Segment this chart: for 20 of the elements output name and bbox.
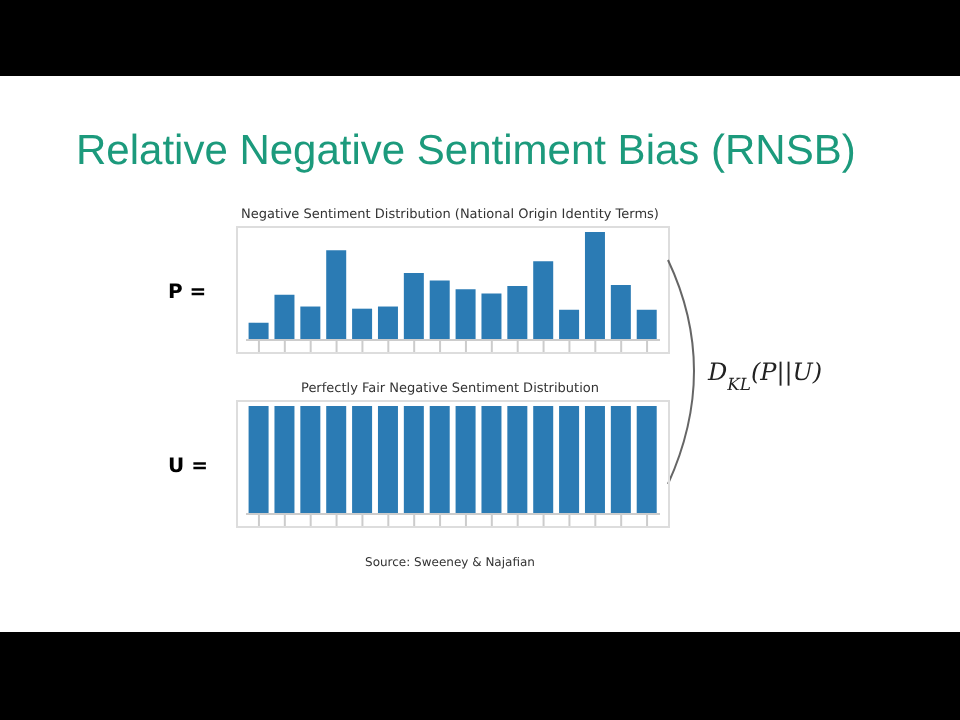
text: D$_{KL}$(P||U) <box>706 358 823 394</box>
bar <box>274 294 295 340</box>
chart-title: Relative Negative Sentiment Bias (RNSB) <box>76 128 856 176</box>
bar <box>248 322 269 340</box>
text: P = <box>168 282 207 304</box>
bar <box>636 309 657 340</box>
bar <box>403 273 424 340</box>
bar <box>377 306 398 340</box>
bar <box>533 261 554 340</box>
bar <box>300 306 321 340</box>
bar <box>352 308 373 340</box>
bar <box>507 286 528 340</box>
bar <box>610 284 631 340</box>
bar <box>429 280 450 340</box>
text: U = <box>168 456 208 478</box>
bar <box>455 289 476 340</box>
bar <box>481 293 502 340</box>
bar <box>584 232 605 340</box>
bar <box>326 250 347 340</box>
bar <box>559 309 580 340</box>
